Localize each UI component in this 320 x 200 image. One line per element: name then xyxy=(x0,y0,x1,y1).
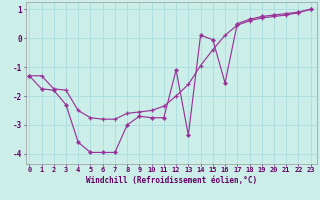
X-axis label: Windchill (Refroidissement éolien,°C): Windchill (Refroidissement éolien,°C) xyxy=(86,176,257,185)
